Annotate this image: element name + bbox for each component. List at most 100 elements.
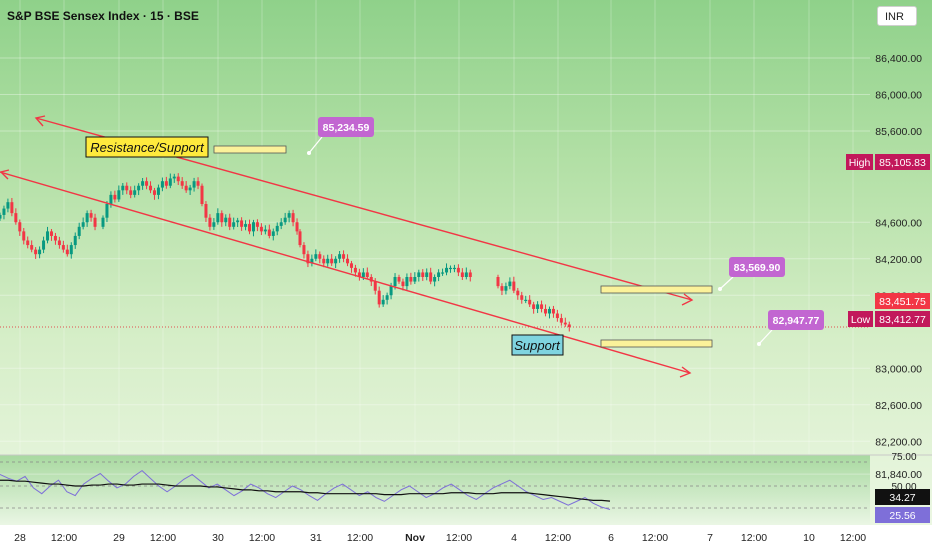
candle — [500, 286, 504, 291]
support-label: Support — [514, 338, 561, 353]
high-tag: High — [849, 157, 871, 169]
candle — [18, 222, 22, 232]
x-tick-label: 12:00 — [150, 532, 176, 544]
rsi-line — [0, 470, 611, 510]
candle — [57, 240, 61, 246]
zone-resistance — [213, 145, 287, 154]
y-tick-label: 82,600.00 — [875, 400, 922, 412]
candle — [26, 240, 30, 246]
candle — [22, 231, 26, 241]
rsi-ma-value-box — [875, 489, 930, 505]
candle — [204, 204, 208, 218]
candle — [516, 290, 520, 296]
candle — [547, 308, 551, 314]
candle — [357, 272, 361, 277]
candle — [89, 213, 93, 218]
candle — [93, 217, 97, 227]
y-tick-label: 81,840.00 — [875, 469, 922, 481]
candle — [216, 213, 220, 223]
candle — [184, 185, 188, 191]
currency-button[interactable]: INR — [877, 6, 917, 26]
candle — [409, 277, 413, 282]
candle — [318, 254, 322, 259]
x-tick-label: 12:00 — [249, 532, 275, 544]
candle — [291, 213, 295, 223]
candles — [0, 173, 571, 332]
candle — [46, 231, 50, 241]
candle — [429, 272, 433, 282]
candle — [271, 231, 275, 236]
rsi-tick-label: 50.00 — [891, 482, 916, 493]
low-value: 83,412.77 — [879, 314, 926, 326]
candle — [445, 267, 449, 273]
candle — [536, 304, 540, 309]
candle — [559, 318, 563, 323]
candle — [540, 304, 544, 309]
high-value-box — [875, 154, 930, 170]
candle — [160, 181, 164, 188]
candle — [437, 272, 441, 277]
x-tick-label: 12:00 — [51, 532, 77, 544]
x-axis-bar — [0, 525, 932, 550]
candle — [532, 304, 536, 309]
candle — [298, 231, 302, 246]
x-tick-label: 12:00 — [545, 532, 571, 544]
y-tick-label: 83,000.00 — [875, 363, 922, 375]
callout-dot — [757, 342, 761, 346]
x-tick-label: Nov — [405, 532, 425, 544]
candle — [349, 263, 353, 268]
candle — [421, 272, 425, 277]
candle — [279, 222, 283, 226]
candle — [73, 235, 77, 246]
candle — [520, 295, 524, 300]
x-tick-label: 4 — [511, 532, 517, 544]
channel-lower-line — [0, 171, 691, 374]
resistance-label: Resistance/Support — [90, 140, 205, 155]
callout-box — [768, 310, 824, 330]
channel-lower-arrowhead-right — [679, 366, 692, 378]
candle — [2, 208, 6, 215]
candle — [283, 217, 287, 223]
candle — [512, 281, 516, 291]
candle — [61, 245, 65, 250]
chart-title: S&P BSE Sensex Index · 15 · BSE — [7, 9, 199, 23]
candle — [152, 190, 156, 195]
candle — [240, 220, 244, 227]
callout-value: 83,569.90 — [734, 262, 781, 274]
x-tick-label: 12:00 — [840, 532, 866, 544]
candle — [314, 254, 318, 259]
y-tick-label: 86,000.00 — [875, 90, 922, 102]
candle — [302, 245, 306, 255]
channel-lower-arrowhead-left — [0, 169, 10, 180]
candle — [524, 299, 528, 302]
callout-dot — [718, 287, 722, 291]
rsi-value: 25.56 — [889, 510, 915, 522]
candle — [365, 272, 369, 277]
candle — [397, 277, 401, 282]
high-value: 85,105.83 — [879, 157, 926, 169]
callout-pointer — [308, 136, 323, 154]
candle — [251, 222, 255, 232]
candle — [369, 277, 373, 282]
candle — [263, 229, 267, 232]
x-tick-label: 28 — [14, 532, 26, 544]
candle — [133, 190, 137, 195]
candle — [168, 178, 172, 186]
candle — [330, 258, 334, 264]
candle — [10, 202, 14, 214]
candle — [353, 267, 357, 273]
candle — [393, 277, 397, 287]
candle — [322, 258, 326, 264]
candle — [528, 299, 532, 305]
candle — [255, 222, 259, 227]
candle — [200, 185, 204, 204]
candle — [34, 249, 38, 255]
x-tick-label: 7 — [707, 532, 713, 544]
candle — [417, 272, 421, 277]
candle — [373, 281, 377, 291]
y-tick-label: 86,400.00 — [875, 53, 922, 65]
candle — [425, 272, 429, 277]
candle — [176, 176, 180, 182]
candle — [456, 267, 460, 273]
